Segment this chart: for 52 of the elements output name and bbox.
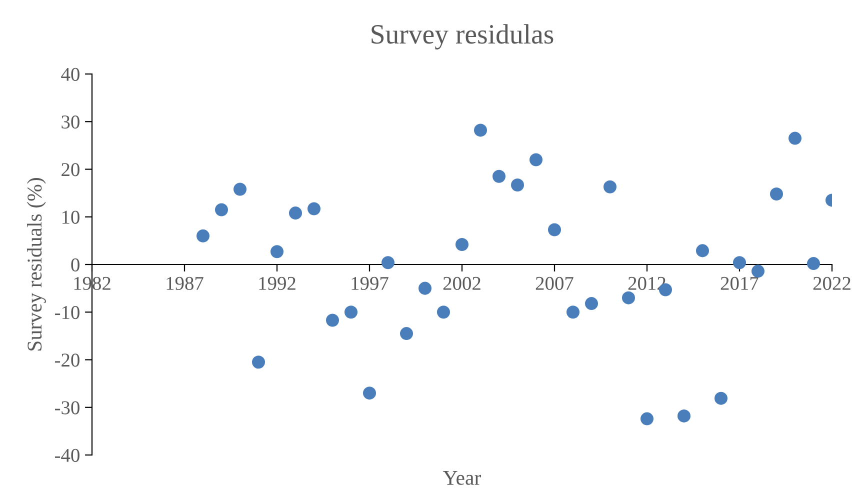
point [270, 245, 284, 258]
x-tick-label: 1997 [352, 276, 388, 290]
x-tick-label: 2017 [720, 276, 758, 290]
y-tick-label: 30 [62, 115, 80, 129]
point [455, 238, 469, 251]
point [307, 202, 321, 216]
point [326, 314, 340, 327]
point [214, 203, 228, 216]
point [233, 182, 247, 196]
point [640, 412, 654, 426]
point [603, 180, 617, 194]
point [714, 392, 728, 405]
x-tick-label: 2007 [536, 276, 574, 290]
y-tick-label: -20 [55, 354, 80, 367]
point [770, 188, 784, 201]
y-tick-label: -10 [55, 306, 80, 320]
y-tick-label: -40 [55, 448, 80, 462]
y-tick-label: -30 [55, 401, 80, 414]
point [806, 257, 820, 270]
point [696, 244, 710, 258]
point [529, 153, 543, 166]
point [492, 170, 506, 183]
point [677, 409, 691, 422]
point [474, 124, 488, 137]
point [548, 223, 562, 236]
y-axis-title: Survey residuals (%) [26, 178, 46, 350]
y-tick-label: 0 [71, 258, 80, 272]
x-tick-label: 1992 [259, 276, 296, 290]
point [751, 264, 765, 278]
point [381, 256, 395, 270]
y-tick-label: 20 [62, 163, 80, 176]
point [362, 386, 376, 400]
chart-title: Survey residulas [372, 24, 554, 50]
point [584, 297, 598, 310]
point [418, 282, 432, 295]
point [436, 306, 450, 319]
y-tick-label: 40 [61, 68, 80, 81]
point [788, 132, 802, 145]
point [344, 306, 358, 319]
y-tick-label: 10 [62, 210, 80, 224]
point [196, 229, 210, 242]
x-axis-title: Year [443, 471, 482, 485]
point [622, 291, 636, 304]
point [566, 306, 580, 319]
point [288, 206, 302, 220]
point [252, 356, 266, 369]
x-tick-label: 2022 [813, 276, 850, 290]
point [510, 178, 524, 192]
point [400, 327, 414, 340]
x-tick-label: 2002 [443, 276, 480, 290]
point [732, 256, 746, 270]
x-tick-label: 1987 [166, 276, 204, 290]
